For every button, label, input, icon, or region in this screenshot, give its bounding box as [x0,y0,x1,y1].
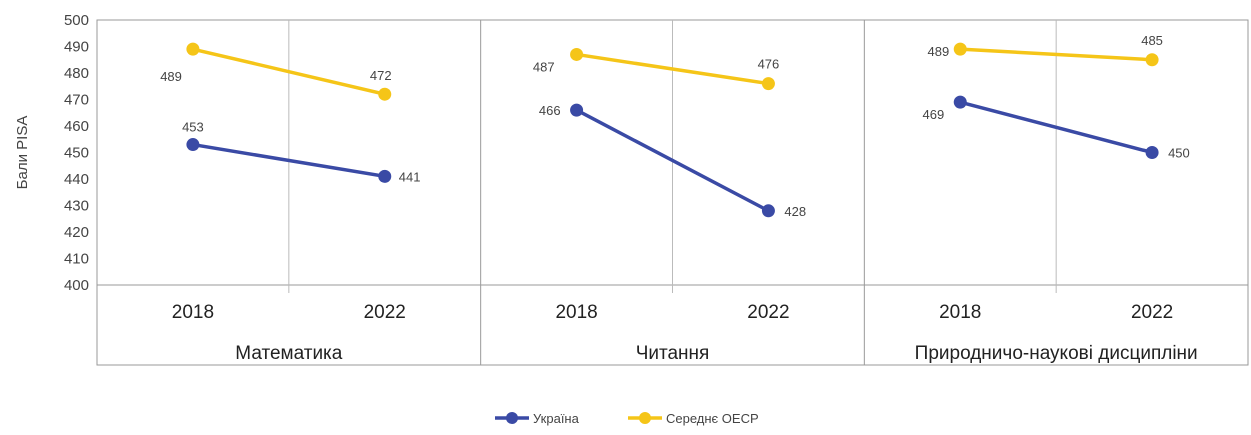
x-tick-label-0-2018: 2018 [172,302,214,323]
y-tick-label-400: 400 [64,277,89,294]
series-line-1-group-0 [191,47,387,96]
data-label-0-0-0: 453 [182,120,204,135]
legend-marker-0 [506,412,518,424]
data-label-0-1-0: 466 [539,103,561,118]
y-tick-label-410: 410 [64,251,89,268]
y-tick-label-430: 430 [64,198,89,215]
y-tick-label-440: 440 [64,171,89,188]
data-label-1-1-0: 487 [533,59,555,74]
data-point-1-0-1 [378,87,392,101]
x-tick-label-2-2022: 2022 [1131,302,1173,323]
data-point-1-1-0 [570,47,584,61]
data-label-0-2-0: 469 [923,107,945,122]
x-tick-label-1-2022: 2022 [747,302,789,323]
data-point-0-2-0 [953,95,967,109]
data-point-0-2-1 [1145,146,1159,159]
series-line-0-group-1 [574,108,771,213]
y-tick-label-500: 500 [64,12,89,29]
data-label-0-2-1: 450 [1168,146,1190,161]
y-tick-label-480: 480 [64,65,89,82]
group-label-1: Читання [636,343,710,364]
y-tick-label-450: 450 [64,145,89,162]
group-label-0: Математика [235,343,343,364]
series-line-1-group-2 [958,47,1154,62]
data-label-0-0-1: 441 [399,169,421,184]
y-tick-label-420: 420 [64,224,89,241]
legend-marker-1 [639,412,651,424]
data-point-0-1-0 [570,103,584,117]
group-label-2: Природничо-наукові дисципліни [915,343,1198,364]
x-tick-label-2-2018: 2018 [939,302,981,323]
data-point-1-0-0 [186,42,200,56]
series-line-0-group-0 [191,142,387,179]
data-label-1-2-0: 489 [928,44,950,59]
data-label-1-1-1: 476 [758,57,780,72]
data-point-0-1-1 [761,204,775,218]
data-point-0-0-0 [186,138,200,152]
series-line-0-group-2 [958,100,1154,155]
y-tick-label-460: 460 [64,118,89,135]
data-label-1-0-0: 489 [160,69,182,84]
x-tick-label-1-2018: 2018 [555,302,597,323]
x-tick-label-0-2022: 2022 [364,302,406,323]
y-tick-label-490: 490 [64,39,89,56]
y-axis-title: Бали PISA [14,116,31,190]
data-point-1-2-0 [953,42,967,56]
data-point-1-2-1 [1145,53,1159,67]
data-label-0-1-1: 428 [784,204,806,219]
series-line-1-group-1 [574,52,771,86]
data-point-1-1-1 [761,77,775,91]
legend-label-0: Україна [533,411,580,426]
data-label-1-0-1: 472 [370,68,392,83]
data-label-1-2-1: 485 [1141,33,1163,48]
y-tick-label-470: 470 [64,92,89,109]
legend-label-1: Середнє ОЕСР [666,411,759,426]
data-point-0-0-1 [378,169,392,183]
